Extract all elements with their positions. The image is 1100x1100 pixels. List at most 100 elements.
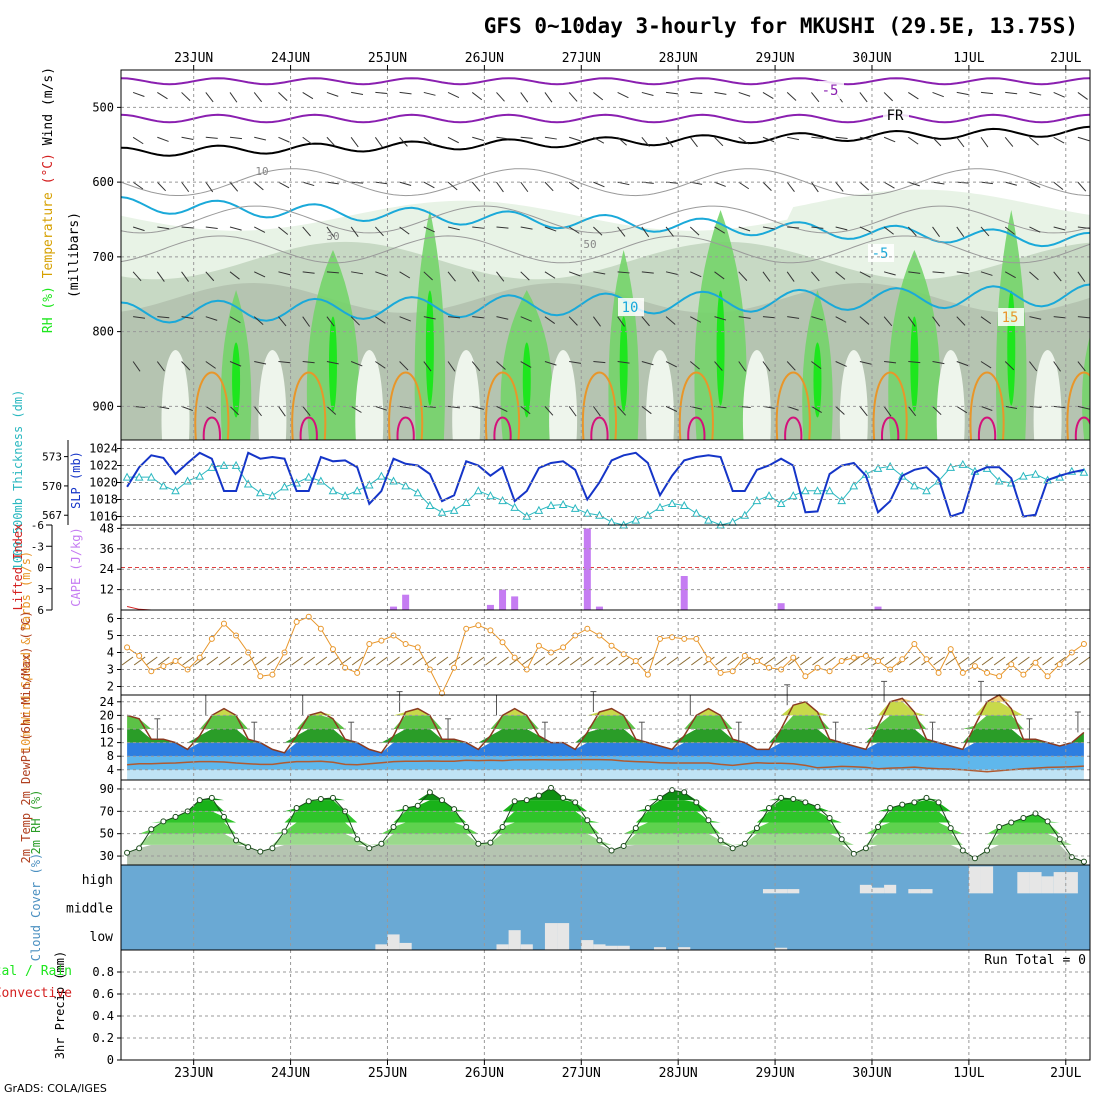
rh-band <box>127 787 1084 801</box>
temp-band <box>127 701 1084 716</box>
lifted-index-tick-label: 6 <box>37 604 44 617</box>
wind-barb <box>350 316 360 326</box>
wind-barb-10m <box>230 656 243 666</box>
wind-speed-line-point <box>1056 661 1063 668</box>
wind-barb <box>544 271 556 279</box>
wind-barb <box>496 271 505 282</box>
y-tick-label: 20 <box>100 708 114 722</box>
lifted-index-line <box>126 606 1084 611</box>
contour-label: 10 <box>622 300 639 316</box>
wind-speed-line-point <box>790 654 797 661</box>
isotherm-20 <box>396 416 415 440</box>
wind-barb <box>351 271 364 275</box>
wind-barb <box>253 181 264 191</box>
wind-barb <box>569 361 582 364</box>
thickness-line-point <box>849 481 859 490</box>
y-tick-label: 4 <box>107 763 114 777</box>
wind-barb <box>908 181 920 187</box>
isotherm-20 <box>784 416 803 440</box>
wind-barb-10m <box>182 656 194 666</box>
low-cloud-bar <box>678 947 691 950</box>
rh-line-point <box>862 845 869 852</box>
wind-barb <box>956 361 969 367</box>
wind-barb <box>593 271 606 275</box>
wind-barb <box>423 361 432 372</box>
wind-barb <box>835 405 845 415</box>
thickness-tick-label: 567 <box>42 509 62 522</box>
wind-barb <box>689 361 700 370</box>
wind-barb <box>956 226 965 238</box>
isotherm-15 <box>872 371 908 440</box>
wind-barb-10m <box>218 656 231 666</box>
cloud-layer-label: high <box>82 873 113 888</box>
cape-bar <box>583 528 591 610</box>
wind-barb <box>132 361 141 372</box>
y-tick-label: 36 <box>100 542 114 556</box>
wind-barb <box>544 406 554 416</box>
rh-band <box>127 833 1084 845</box>
rh-line-point <box>1044 818 1051 825</box>
contour-label: -5 <box>822 83 839 99</box>
wind-barb <box>520 226 533 230</box>
wind-barb <box>617 226 626 237</box>
wind-speed-line-point <box>947 646 954 653</box>
isotherm-15 <box>581 371 618 440</box>
wind-speed-line-point <box>971 663 978 670</box>
wind-speed-line-point <box>378 637 385 644</box>
wind-barb <box>883 316 893 327</box>
wind-barb <box>1077 136 1090 142</box>
rh-line-point <box>257 848 264 855</box>
wind-speed-line-point <box>899 656 906 663</box>
isotherm-20 <box>978 416 997 440</box>
wind-barb-10m <box>715 656 727 666</box>
wind-barb <box>665 271 678 276</box>
rh-line-point <box>996 823 1003 830</box>
isotherm-15 <box>484 371 521 440</box>
wind-barb <box>326 361 339 365</box>
cross-section-panel: -5 FR -5 10 15 10 30 50 <box>121 70 1090 440</box>
rh-line-point <box>1008 819 1015 826</box>
contour-label-bg <box>618 298 644 316</box>
wind-barb <box>157 226 170 230</box>
lifted-index-tick-label: -3 <box>31 540 44 553</box>
date-label-top: 24JUN <box>271 51 310 66</box>
y-tick-label: 0.6 <box>92 987 114 1001</box>
rh-line-point <box>208 794 215 801</box>
wind-barb <box>908 92 919 100</box>
slp-label-part: SLP (mb) <box>69 451 83 509</box>
cape-bar <box>874 606 882 610</box>
rh-line-point <box>826 815 833 822</box>
wind-speed-line-point <box>1008 661 1015 668</box>
wind-barb <box>907 406 917 417</box>
wind-barb-10m <box>339 656 352 666</box>
wind-barb <box>423 181 435 189</box>
isotherm-20 <box>881 416 900 440</box>
wind-barb <box>351 181 364 184</box>
wind-barb <box>641 91 654 96</box>
wind-speed-line-point <box>838 658 845 664</box>
temp-band <box>127 695 1084 702</box>
wind-barb-10m <box>133 656 146 666</box>
wind-barb <box>229 136 242 140</box>
wind-barb <box>690 91 703 94</box>
wind-barb <box>835 136 848 139</box>
wind-barb-10m <box>121 656 134 666</box>
wind-barb-10m <box>1042 656 1054 666</box>
wind-barb <box>689 136 698 148</box>
wind-barb <box>883 181 895 189</box>
thickness-line-point <box>631 515 641 524</box>
wind-barb <box>980 226 990 237</box>
wind-barb-10m <box>787 656 800 666</box>
wind-barb <box>1077 92 1088 100</box>
wind-barb <box>399 181 412 186</box>
wind-barb <box>302 316 310 327</box>
cape-label: CAPE (J/kg) <box>69 527 83 606</box>
wind-barb <box>375 271 387 277</box>
wind-barb <box>786 181 795 192</box>
date-label-top: 30JUN <box>852 51 891 66</box>
thickness-line-point <box>377 471 386 480</box>
rh-plume-core <box>813 342 822 418</box>
cape-bar <box>595 606 603 610</box>
wind-barb <box>447 271 456 282</box>
wind-barb <box>859 181 870 191</box>
